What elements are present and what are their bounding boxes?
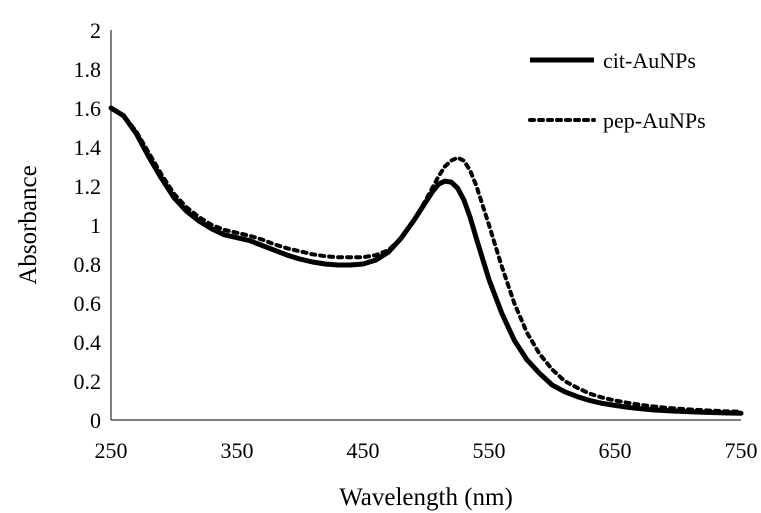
y-axis-title: Absorbance	[15, 165, 42, 284]
x-tick-label: 350	[221, 438, 254, 463]
x-tick-label: 450	[347, 438, 380, 463]
y-tick-label: 2	[90, 18, 101, 43]
y-tick-label: 0.2	[74, 369, 102, 394]
series-line-cit-aunps	[108, 105, 744, 416]
y-tick-label: 0.6	[74, 291, 102, 316]
x-axis-title: Wavelength (nm)	[339, 484, 513, 511]
y-tick-label: 1.2	[74, 174, 102, 199]
legend-item-cit: cit-AuNPs	[530, 48, 696, 73]
y-tick-label: 1	[90, 213, 101, 238]
legend-label-cit: cit-AuNPs	[603, 48, 696, 73]
x-axis: 250 350 450 550 650 750	[95, 419, 758, 463]
x-tick-labels: 250 350 450 550 650 750	[95, 438, 758, 463]
x-tick-label: 250	[95, 438, 128, 463]
y-tick-label: 1.8	[74, 57, 102, 82]
y-tick-label: 0.4	[74, 330, 102, 355]
series-line-pep-aunps	[109, 106, 743, 414]
legend-label-pep: pep-AuNPs	[603, 108, 706, 133]
y-tick-label: 0.8	[74, 252, 102, 277]
legend-item-pep: pep-AuNPs	[528, 108, 706, 133]
y-tick-labels: 0 0.2 0.4 0.6 0.8 1 1.2 1.4 1.6 1.8 2	[74, 18, 102, 433]
y-tick-label: 1.4	[74, 135, 102, 160]
x-tick-label: 750	[725, 438, 758, 463]
y-tick-label: 1.6	[74, 96, 102, 121]
x-tick-label: 550	[473, 438, 506, 463]
series-lines	[108, 105, 744, 416]
x-tick-label: 650	[599, 438, 632, 463]
y-tick-label: 0	[90, 408, 101, 433]
legend: cit-AuNPs pep-AuNPs	[528, 48, 706, 133]
y-axis: 0 0.2 0.4 0.6 0.8 1 1.2 1.4 1.6 1.8 2	[74, 18, 112, 433]
